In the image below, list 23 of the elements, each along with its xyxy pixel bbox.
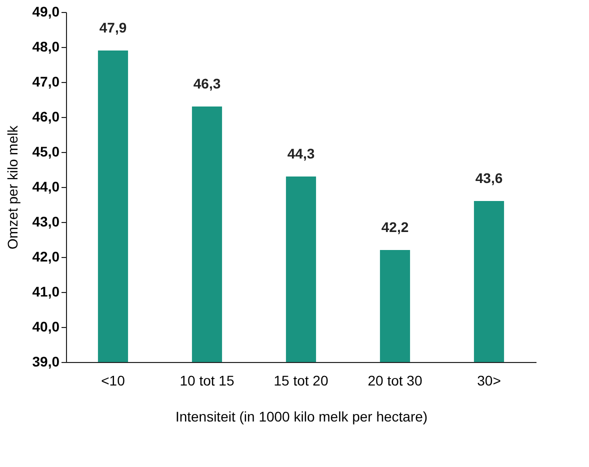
- x-axis-title: Intensiteit (in 1000 kilo melk per hectare): [175, 408, 428, 424]
- x-tick-label: 30>: [477, 372, 501, 388]
- x-tick-label: 10 tot 15: [180, 372, 234, 388]
- data-label: 46,3: [193, 76, 221, 92]
- y-tick-label: 45,0: [32, 144, 60, 160]
- x-tick-label: 15 tot 20: [274, 372, 328, 388]
- y-tick-label: 48,0: [32, 38, 60, 54]
- x-tick-label: <10: [101, 372, 126, 388]
- y-tick-label: 44,0: [32, 178, 60, 194]
- y-tick-label: 41,0: [32, 284, 60, 300]
- y-tick-label: 40,0: [32, 318, 60, 334]
- y-tick-label: 47,0: [32, 74, 60, 90]
- y-axis-title: Omzet per kilo melk: [4, 124, 20, 250]
- data-label: 44,3: [287, 146, 315, 162]
- y-tick-label: 42,0: [32, 248, 60, 264]
- y-tick-label: 43,0: [32, 214, 60, 230]
- y-tick-label: 46,0: [32, 108, 60, 124]
- data-label: 42,2: [381, 219, 409, 235]
- data-label: 47,9: [99, 20, 127, 36]
- data-label: 43,6: [475, 170, 503, 186]
- y-tick-label: 39,0: [32, 354, 60, 370]
- y-tick-label: 49,0: [32, 4, 60, 20]
- x-tick-label: 20 tot 30: [368, 372, 422, 388]
